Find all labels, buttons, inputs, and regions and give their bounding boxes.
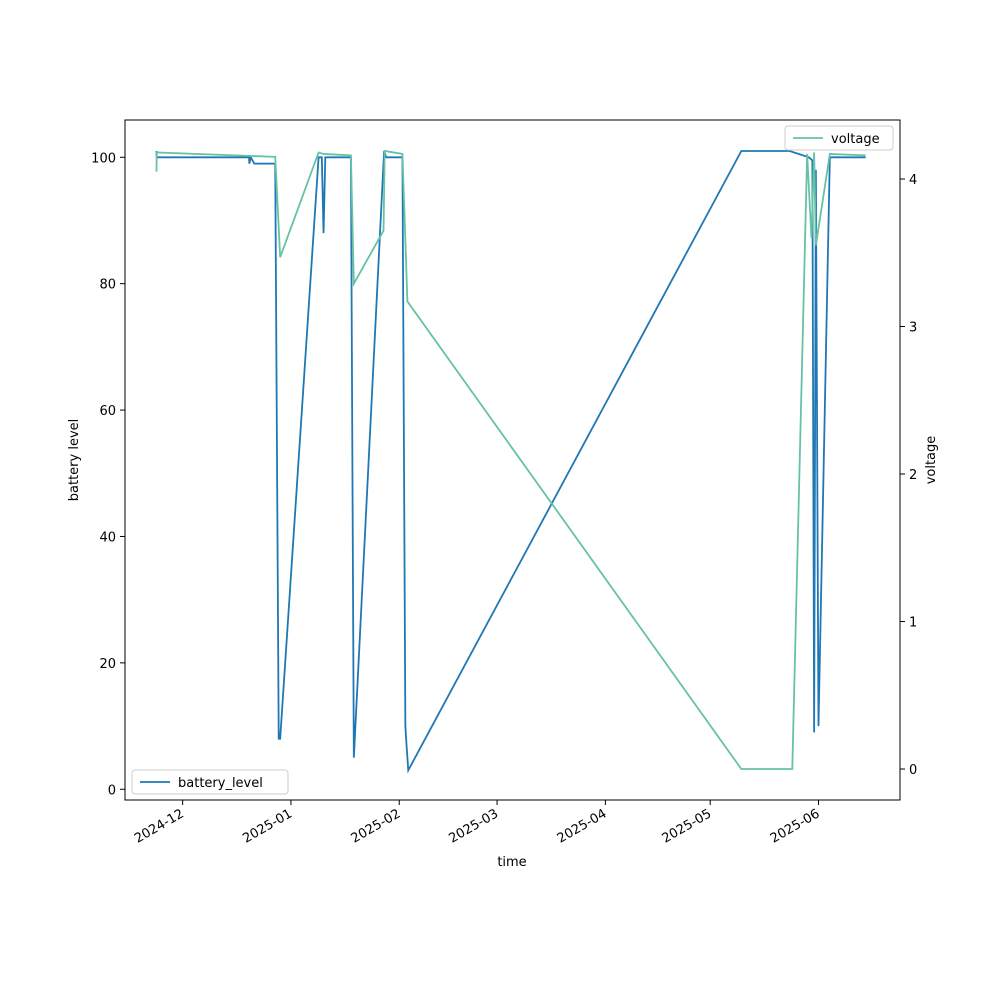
x-tick-label: 2025-02 — [349, 806, 404, 846]
x-tick-label: 2025-03 — [447, 806, 502, 846]
x-tick-label: 2025-01 — [240, 806, 295, 846]
plot-frame — [124, 119, 901, 801]
y2-tick-label: 0 — [909, 763, 917, 778]
x-axis-label: time — [497, 855, 526, 870]
legend-label: battery_level — [178, 776, 263, 791]
x-tick-label: 2025-06 — [768, 806, 823, 846]
x-tick-label: 2025-04 — [555, 806, 610, 846]
series-line — [155, 150, 866, 774]
y-tick-label: 100 — [91, 151, 116, 166]
legend-label: voltage — [831, 132, 880, 147]
y-tick-label: 40 — [99, 530, 116, 545]
y-tick-label: 20 — [99, 657, 116, 672]
y2-tick-label: 3 — [909, 321, 917, 336]
legend-box — [131, 769, 289, 795]
y2-axis-label: voltage — [924, 436, 939, 485]
y-axis-label: battery level — [67, 419, 82, 502]
x-tick-label: 2024-12 — [132, 806, 187, 846]
y-tick-label: 0 — [108, 783, 116, 798]
x-tick-label: 2025-05 — [660, 806, 715, 846]
y2-tick-label: 1 — [909, 616, 917, 631]
series-line — [155, 149, 866, 770]
y-tick-label: 80 — [99, 278, 116, 293]
legend-box — [784, 125, 894, 151]
y2-tick-label: 2 — [909, 468, 917, 483]
y2-tick-label: 4 — [909, 173, 917, 188]
y-tick-label: 60 — [99, 404, 116, 419]
